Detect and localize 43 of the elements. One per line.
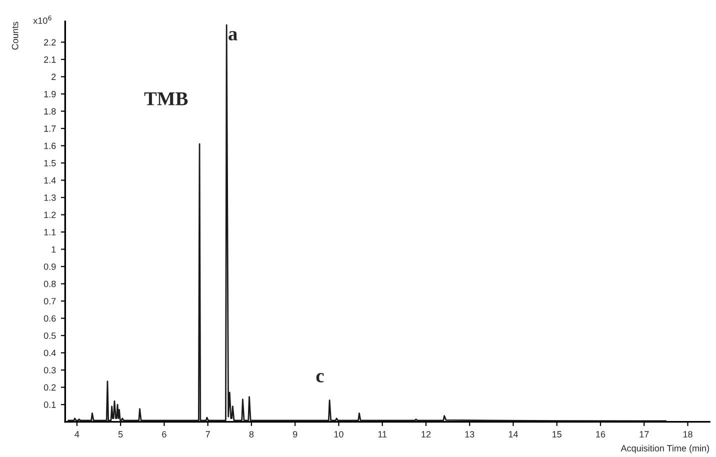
y-tick-label: 2 — [52, 74, 56, 80]
y-tick-label: 1.1 — [44, 229, 56, 236]
annotation: a — [228, 31, 238, 40]
y-tick-label: 1.7 — [44, 126, 56, 132]
annotation: TMB — [144, 92, 188, 106]
x-axis-title: Acquisition Time (min) — [620, 444, 709, 454]
y-tick-label: 1 — [52, 246, 56, 253]
y-tick-label: 1.4 — [44, 177, 56, 184]
y-tick-label: 1.2 — [44, 212, 56, 218]
x-tick-label: 14 — [508, 431, 518, 438]
y-tick-label: 1.9 — [44, 90, 56, 98]
y-tick-label: 0.6 — [44, 315, 56, 322]
text: x10$^{6}$ — [33, 16, 52, 24]
y-tick-label: 0.7 — [44, 298, 56, 304]
y-tick-label: 0.3 — [44, 367, 56, 374]
x-tick-label: 10 — [334, 431, 344, 438]
x-tick-label: 15 — [552, 431, 562, 438]
x-tick-label: 5 — [118, 431, 123, 438]
y-tick-label: 0.2 — [44, 384, 56, 391]
y-tick-label: 1.3 — [44, 194, 56, 201]
x-tick-label: 11 — [378, 431, 387, 438]
x-tick-label: 8 — [249, 431, 254, 438]
x-tick-label: 18 — [683, 431, 692, 438]
x-tick-label: 9 — [292, 431, 298, 438]
x-tick-label: 4 — [74, 431, 80, 438]
x-tick-label: 17 — [640, 431, 649, 438]
y-tick-label: 0.9 — [44, 263, 56, 270]
y-tick-label: 1.5 — [44, 160, 56, 166]
y-tick-label: 0.5 — [44, 332, 56, 339]
x-tick-label: 12 — [422, 431, 431, 438]
x-tick-label: 13 — [465, 431, 474, 438]
x-tick-label: 6 — [162, 431, 166, 438]
x-tick-label: 7 — [206, 431, 210, 438]
y-tick-label: 2.1 — [44, 56, 56, 63]
annotation: c — [316, 373, 324, 382]
y-tick-label: 0.8 — [44, 280, 56, 288]
y-tick-label: 1.8 — [44, 108, 56, 115]
y-tick-label: 1.6 — [44, 142, 56, 150]
y-tick-label: 0.1 — [44, 402, 56, 408]
y-tick-label: 2.2 — [44, 39, 56, 46]
x-tick-label: 16 — [596, 431, 606, 438]
y-tick-label: 0.4 — [44, 350, 56, 356]
y-axis-title: Counts — [12, 22, 18, 50]
